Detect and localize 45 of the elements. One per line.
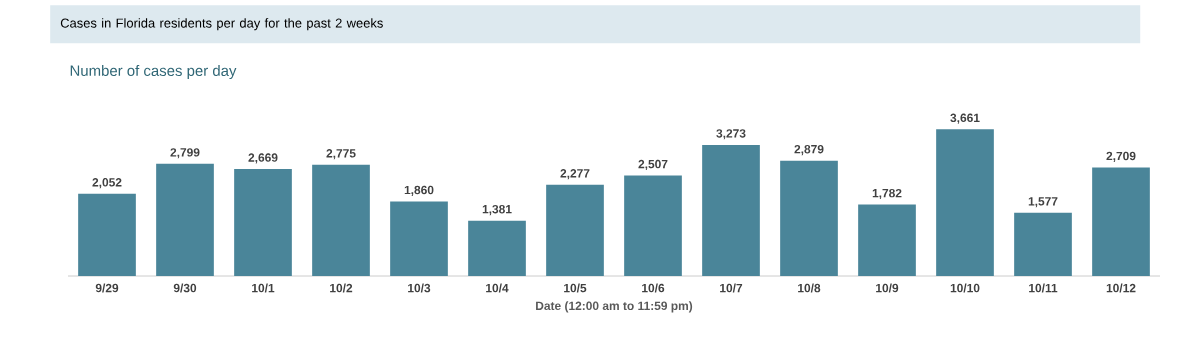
x-tick-label: 10/4 bbox=[486, 283, 509, 293]
x-tick-label: 10/8 bbox=[798, 283, 821, 293]
bar bbox=[936, 129, 994, 276]
bar bbox=[858, 204, 916, 276]
bar bbox=[390, 201, 448, 276]
bar bbox=[1014, 212, 1072, 276]
data-label: 1,381 bbox=[482, 204, 512, 216]
data-label: 1,782 bbox=[872, 188, 902, 200]
data-label: 2,052 bbox=[92, 178, 122, 189]
x-tick-label: 9/29 bbox=[95, 283, 119, 293]
bar bbox=[546, 184, 604, 276]
bar bbox=[702, 144, 760, 276]
chart-subtitle: Number of cases per day bbox=[70, 65, 237, 79]
x-tick-label: 10/10 bbox=[950, 283, 980, 293]
data-label: 2,799 bbox=[170, 148, 200, 159]
bar bbox=[234, 169, 292, 276]
x-tick-label: 10/12 bbox=[1106, 283, 1136, 293]
bar bbox=[78, 193, 136, 276]
bar bbox=[1092, 167, 1150, 276]
x-tick-label: 9/30 bbox=[173, 283, 197, 293]
x-tick-label: 10/3 bbox=[408, 283, 431, 293]
chart-title: Cases in Florida residents per day for the past 2 weeks bbox=[60, 18, 383, 31]
data-label: 2,669 bbox=[248, 153, 278, 164]
x-tick-label: 10/6 bbox=[642, 283, 665, 293]
x-tick-label: 10/5 bbox=[564, 283, 587, 293]
x-tick-label: 10/7 bbox=[720, 283, 743, 293]
data-label: 2,709 bbox=[1106, 151, 1136, 162]
bar bbox=[156, 163, 214, 276]
bar bbox=[312, 164, 370, 276]
data-label: 1,577 bbox=[1028, 197, 1058, 208]
x-tick-label: 10/1 bbox=[252, 283, 275, 293]
x-tick-label: 10/9 bbox=[876, 283, 899, 293]
data-label: 3,273 bbox=[716, 129, 746, 140]
bar bbox=[780, 160, 838, 276]
x-tick-label: 10/2 bbox=[330, 283, 353, 293]
data-label: 2,277 bbox=[560, 169, 590, 180]
x-axis-title: Date (12:00 am to 11:59 pm) bbox=[536, 301, 693, 313]
data-label: 1,860 bbox=[404, 185, 434, 196]
data-label: 2,879 bbox=[794, 144, 824, 156]
data-label: 3,661 bbox=[950, 113, 980, 124]
bar bbox=[624, 175, 682, 276]
data-label: 2,507 bbox=[638, 159, 668, 171]
bar bbox=[468, 220, 526, 276]
data-label: 2,775 bbox=[326, 149, 356, 160]
x-tick-label: 10/11 bbox=[1029, 283, 1058, 293]
